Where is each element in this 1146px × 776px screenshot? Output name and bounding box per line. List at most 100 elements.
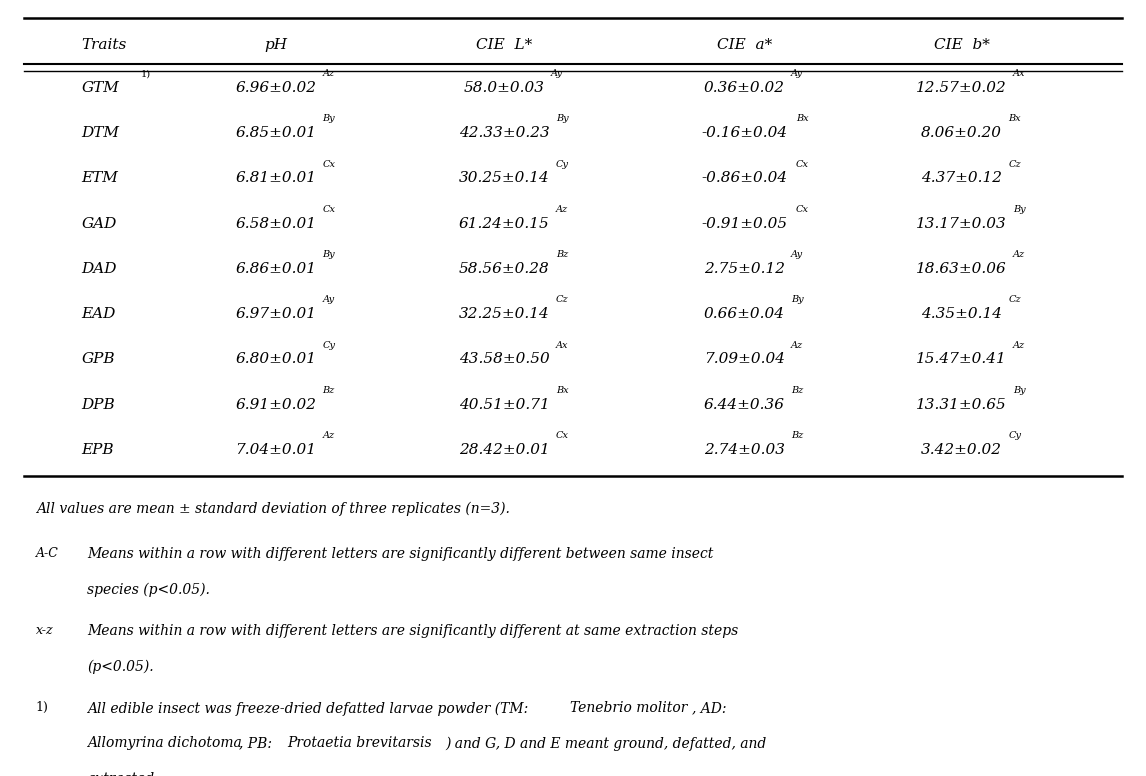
Text: CIE  L*: CIE L*: [477, 38, 533, 52]
Text: 13.31±0.65: 13.31±0.65: [917, 398, 1007, 412]
Text: Allomyrina dichotoma: Allomyrina dichotoma: [87, 736, 242, 750]
Text: Cx: Cx: [796, 160, 809, 168]
Text: 15.47±0.41: 15.47±0.41: [917, 352, 1007, 366]
Text: 6.85±0.01: 6.85±0.01: [235, 126, 316, 140]
Text: 6.96±0.02: 6.96±0.02: [235, 81, 316, 95]
Text: By: By: [322, 114, 335, 123]
Text: By: By: [322, 250, 335, 259]
Text: Tenebrio molitor: Tenebrio molitor: [570, 702, 686, 715]
Text: GAD: GAD: [81, 217, 117, 230]
Text: 4.37±0.12: 4.37±0.12: [921, 171, 1003, 185]
Text: 6.91±0.02: 6.91±0.02: [235, 398, 316, 412]
Text: 6.97±0.01: 6.97±0.01: [235, 307, 316, 321]
Text: Bx: Bx: [556, 386, 568, 395]
Text: DPB: DPB: [81, 398, 115, 412]
Text: Protaetia brevitarsis: Protaetia brevitarsis: [288, 736, 432, 750]
Text: GTM: GTM: [81, 81, 119, 95]
Text: extracted.: extracted.: [87, 771, 158, 776]
Text: 58.56±0.28: 58.56±0.28: [460, 262, 550, 276]
Text: GPB: GPB: [81, 352, 115, 366]
Text: 58.0±0.03: 58.0±0.03: [464, 81, 544, 95]
Text: ) and G, D and E meant ground, defatted, and: ) and G, D and E meant ground, defatted,…: [445, 736, 767, 751]
Text: EAD: EAD: [81, 307, 116, 321]
Text: Cz: Cz: [1008, 296, 1021, 304]
Text: 6.86±0.01: 6.86±0.01: [235, 262, 316, 276]
Text: Traits: Traits: [81, 38, 127, 52]
Text: Ay: Ay: [322, 296, 335, 304]
Text: 7.09±0.04: 7.09±0.04: [704, 352, 785, 366]
Text: Bx: Bx: [796, 114, 809, 123]
Text: -0.16±0.04: -0.16±0.04: [701, 126, 787, 140]
Text: , AD:: , AD:: [692, 702, 727, 715]
Text: Az: Az: [1013, 341, 1026, 350]
Text: Az: Az: [322, 69, 335, 78]
Text: 40.51±0.71: 40.51±0.71: [460, 398, 550, 412]
Text: 32.25±0.14: 32.25±0.14: [460, 307, 550, 321]
Text: 6.80±0.01: 6.80±0.01: [235, 352, 316, 366]
Text: 28.42±0.01: 28.42±0.01: [460, 443, 550, 457]
Text: Bz: Bz: [556, 250, 568, 259]
Text: Cy: Cy: [322, 341, 336, 350]
Text: 7.04±0.01: 7.04±0.01: [235, 443, 316, 457]
Text: Az: Az: [322, 431, 335, 440]
Text: Az: Az: [556, 205, 568, 214]
Text: Cy: Cy: [1008, 431, 1021, 440]
Text: Cx: Cx: [322, 160, 336, 168]
Text: 1): 1): [36, 702, 48, 714]
Text: 1): 1): [141, 69, 151, 78]
Text: 0.66±0.04: 0.66±0.04: [704, 307, 785, 321]
Text: Cz: Cz: [556, 296, 568, 304]
Text: 18.63±0.06: 18.63±0.06: [917, 262, 1007, 276]
Text: CIE  b*: CIE b*: [934, 38, 990, 52]
Text: 0.36±0.02: 0.36±0.02: [704, 81, 785, 95]
Text: Means within a row with different letters are significantly different between sa: Means within a row with different letter…: [87, 547, 714, 561]
Text: ETM: ETM: [81, 171, 118, 185]
Text: 6.44±0.36: 6.44±0.36: [704, 398, 785, 412]
Text: Ay: Ay: [551, 69, 564, 78]
Text: -0.91±0.05: -0.91±0.05: [701, 217, 787, 230]
Text: 61.24±0.15: 61.24±0.15: [460, 217, 550, 230]
Text: Ax: Ax: [556, 341, 568, 350]
Text: Cx: Cx: [556, 431, 568, 440]
Text: Ay: Ay: [791, 69, 803, 78]
Text: Cy: Cy: [556, 160, 568, 168]
Text: , PB:: , PB:: [240, 736, 276, 750]
Text: Az: Az: [1013, 250, 1026, 259]
Text: 12.57±0.02: 12.57±0.02: [917, 81, 1007, 95]
Text: Az: Az: [791, 341, 803, 350]
Text: A-C: A-C: [36, 547, 58, 560]
Text: (p<0.05).: (p<0.05).: [87, 660, 154, 674]
Text: 2.74±0.03: 2.74±0.03: [704, 443, 785, 457]
Text: 3.42±0.02: 3.42±0.02: [921, 443, 1003, 457]
Text: Ay: Ay: [791, 250, 803, 259]
Text: DTM: DTM: [81, 126, 119, 140]
Text: Cx: Cx: [796, 205, 809, 214]
Text: CIE  a*: CIE a*: [717, 38, 772, 52]
Text: x-z: x-z: [36, 624, 54, 637]
Text: By: By: [1013, 386, 1026, 395]
Text: EPB: EPB: [81, 443, 115, 457]
Text: 42.33±0.23: 42.33±0.23: [460, 126, 550, 140]
Text: By: By: [791, 296, 803, 304]
Text: Bz: Bz: [322, 386, 335, 395]
Text: All edible insect was freeze-dried defatted larvae powder (TM:: All edible insect was freeze-dried defat…: [87, 702, 533, 715]
Text: Bx: Bx: [1008, 114, 1021, 123]
Text: 13.17±0.03: 13.17±0.03: [917, 217, 1007, 230]
Text: 2.75±0.12: 2.75±0.12: [704, 262, 785, 276]
Text: species (p<0.05).: species (p<0.05).: [87, 582, 210, 597]
Text: Ax: Ax: [1013, 69, 1026, 78]
Text: By: By: [556, 114, 568, 123]
Text: pH: pH: [265, 38, 288, 52]
Text: Bz: Bz: [791, 386, 803, 395]
Text: All values are mean ± standard deviation of three replicates (n=3).: All values are mean ± standard deviation…: [36, 501, 510, 516]
Text: Bz: Bz: [791, 431, 803, 440]
Text: By: By: [1013, 205, 1026, 214]
Text: Cz: Cz: [1008, 160, 1021, 168]
Text: 6.58±0.01: 6.58±0.01: [235, 217, 316, 230]
Text: 8.06±0.20: 8.06±0.20: [921, 126, 1003, 140]
Text: Cx: Cx: [322, 205, 336, 214]
Text: DAD: DAD: [81, 262, 117, 276]
Text: Means within a row with different letters are significantly different at same ex: Means within a row with different letter…: [87, 624, 738, 639]
Text: -0.86±0.04: -0.86±0.04: [701, 171, 787, 185]
Text: 6.81±0.01: 6.81±0.01: [235, 171, 316, 185]
